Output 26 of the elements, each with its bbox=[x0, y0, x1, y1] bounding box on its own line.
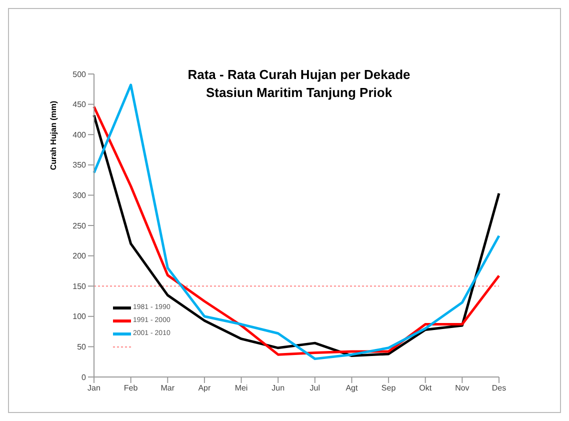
x-tick-label: Agt bbox=[346, 384, 359, 393]
y-tick-label: 500 bbox=[72, 70, 87, 79]
x-tick-label: Okt bbox=[419, 384, 432, 393]
y-axis-title: Curah Hujan (mm) bbox=[48, 100, 58, 170]
x-tick-label: Mar bbox=[160, 384, 175, 393]
y-tick-label: 350 bbox=[72, 160, 87, 170]
y-tick-label: 450 bbox=[72, 100, 87, 110]
y-tick-label: 50 bbox=[77, 342, 87, 352]
x-tick-label: Jul bbox=[310, 384, 320, 393]
y-tick-label: 0 bbox=[82, 372, 87, 382]
y-tick-label: 400 bbox=[72, 130, 87, 140]
text: Stasiun Maritim Tanjung Priok bbox=[204, 85, 394, 100]
y-tick-label: 150 bbox=[72, 282, 87, 291]
y-tick-label: 300 bbox=[72, 191, 87, 200]
y-tick-label: 100 bbox=[72, 312, 87, 322]
y-tick-label: 250 bbox=[72, 221, 87, 230]
x-tick-label: Apr bbox=[198, 384, 212, 393]
x-tick-label: Jun bbox=[272, 384, 285, 393]
x-tick-label: Des bbox=[492, 384, 506, 393]
chart-title: Rata - Rata Curah Hujan per Dekade bbox=[186, 67, 412, 82]
x-tick-label: Mei bbox=[234, 384, 248, 393]
x-tick-label: Sep bbox=[381, 384, 396, 393]
x-tick-label: Nov bbox=[455, 384, 470, 393]
y-tick-label: 200 bbox=[72, 252, 87, 261]
x-tick-label: Jan bbox=[88, 384, 100, 393]
x-tick-label: Feb bbox=[124, 384, 138, 393]
